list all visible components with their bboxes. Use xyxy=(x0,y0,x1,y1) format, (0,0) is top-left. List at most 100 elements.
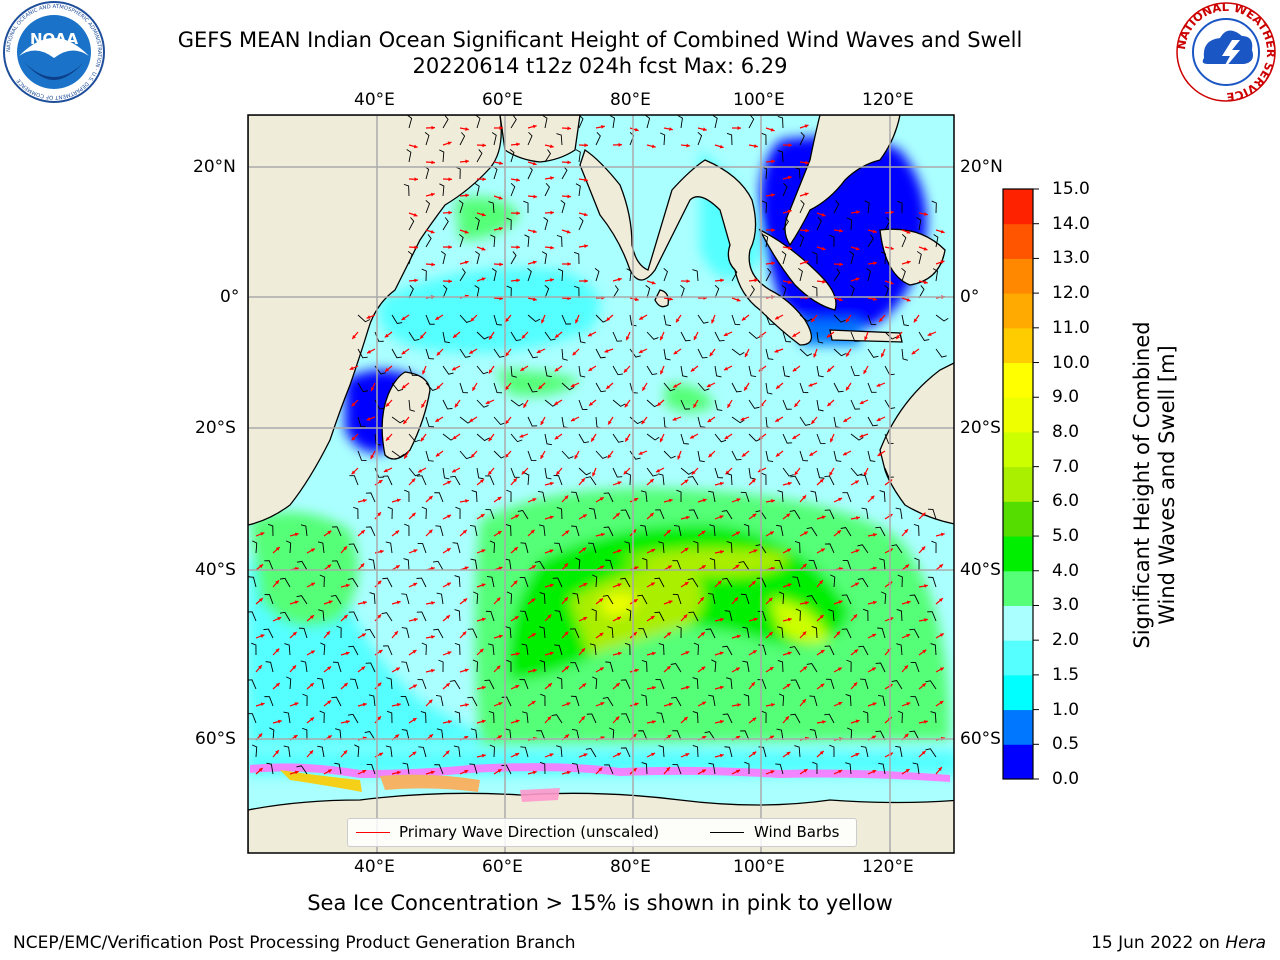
wind-barb xyxy=(368,558,376,571)
wave-arrow-head xyxy=(811,318,816,322)
wave-arrow-head xyxy=(651,144,656,149)
wind-barb xyxy=(867,234,874,248)
wave-arrow-head xyxy=(802,631,807,636)
wave-arrow-head xyxy=(822,279,826,284)
wave-arrow-head xyxy=(906,600,911,605)
wave-arrow-head xyxy=(642,386,646,391)
wind-barb xyxy=(251,642,257,656)
wind-barb xyxy=(491,268,497,282)
wind-barb xyxy=(693,642,699,656)
wind-barb xyxy=(927,611,937,622)
wind-barb xyxy=(264,560,274,571)
wave-arrow-head xyxy=(515,514,520,519)
wind-barb xyxy=(916,217,922,231)
wind-barb xyxy=(605,661,614,673)
wave-arrow-head xyxy=(294,532,299,537)
land-sri-lanka xyxy=(654,289,669,308)
wind-barb xyxy=(714,433,727,443)
wave-arrow-head xyxy=(414,245,418,250)
wind-barb xyxy=(538,524,546,537)
wave-arrow-head xyxy=(939,667,944,671)
wave-arrow-head xyxy=(805,160,809,165)
wave-arrow-head xyxy=(720,550,724,554)
wave-arrow-head xyxy=(792,367,797,372)
wave-arrow-head xyxy=(634,702,639,707)
wave-arrow-head xyxy=(395,667,400,672)
wave-arrow-head xyxy=(396,600,401,605)
wind-barb xyxy=(543,217,549,231)
wave-arrow-head xyxy=(520,367,525,371)
colorbar-tick-label: 9.0 xyxy=(1052,387,1080,408)
wave-arrow-head xyxy=(464,229,469,234)
wave-arrow-head xyxy=(452,435,457,440)
footer-credit: NCEP/EMC/Verification Post Processing Pr… xyxy=(13,933,576,953)
wave-arrow-head xyxy=(488,437,493,442)
wind-barb xyxy=(467,628,478,639)
wind-barb xyxy=(476,149,483,163)
wind-barb xyxy=(704,731,716,741)
wind-barb xyxy=(491,132,497,146)
wind-barb xyxy=(551,714,563,724)
wave-arrow-head xyxy=(496,665,501,670)
wind-barb xyxy=(782,331,792,343)
wind-barb xyxy=(850,365,860,376)
wave-arrow-head xyxy=(854,649,859,654)
wave-arrow-head xyxy=(352,335,356,339)
wave-arrow-head xyxy=(394,631,398,636)
wave-arrow-head xyxy=(819,614,824,619)
wave-arrow-head xyxy=(377,716,381,721)
wave-arrow-head xyxy=(651,752,656,757)
wave-arrow-head xyxy=(377,682,382,687)
wind-barb xyxy=(850,399,861,410)
wave-arrow-head xyxy=(853,614,858,619)
wind-barb xyxy=(403,183,410,197)
wind-barb xyxy=(383,645,393,656)
wave-arrow-head xyxy=(448,177,452,182)
wind-barb xyxy=(782,399,792,410)
wind-barb xyxy=(374,433,382,446)
wind-barb xyxy=(385,745,393,758)
wind-barb xyxy=(470,728,478,741)
wave-arrow-head xyxy=(420,437,425,442)
wave-arrow-head xyxy=(940,229,945,234)
map-legend: Primary Wave Direction (unscaled) Wind B… xyxy=(347,818,857,847)
wind-barb xyxy=(374,467,384,478)
vector-field xyxy=(248,115,949,775)
wind-barb xyxy=(655,679,665,690)
wave-arrow-head xyxy=(754,144,758,148)
wave-arrow-head xyxy=(853,682,858,687)
wave-arrow-head xyxy=(872,600,877,605)
wave-arrow-head xyxy=(788,143,792,148)
noaa-logo-text: NOAA xyxy=(30,30,79,48)
wind-barb xyxy=(553,475,563,486)
wave-arrow-head xyxy=(770,770,775,774)
colorbar-title-line1: Significant Height of Combined xyxy=(1130,321,1154,649)
wave-arrow-head xyxy=(481,617,486,622)
wind-barb xyxy=(459,382,469,394)
wave-arrow-head xyxy=(396,770,401,775)
wave-arrow-head xyxy=(362,769,367,774)
wave-arrow-head xyxy=(802,699,806,704)
wind-barb xyxy=(490,234,496,248)
wave-arrow-head xyxy=(463,598,468,603)
wind-barb xyxy=(425,348,434,360)
wind-barb xyxy=(265,661,274,673)
wind-barb xyxy=(557,268,564,282)
wave-arrow-head xyxy=(362,498,367,503)
wind-barb xyxy=(401,627,410,639)
wave-arrow-head xyxy=(327,700,332,705)
wave-arrow-head xyxy=(827,368,832,372)
wave-arrow-head xyxy=(540,454,544,459)
wind-barb xyxy=(435,525,444,537)
wind-barb xyxy=(501,696,512,707)
lon-label-bottom-120e: 120°E xyxy=(862,857,914,877)
wave-arrow-head xyxy=(574,454,579,459)
wind-barb xyxy=(354,744,360,758)
wind-barb xyxy=(318,609,325,622)
wind-barb xyxy=(765,314,775,325)
wind-barb xyxy=(777,115,784,129)
wind-barb xyxy=(626,608,632,622)
wave-arrow-head xyxy=(872,702,877,706)
wind-barb xyxy=(933,234,939,248)
wave-arrow-head xyxy=(649,479,654,483)
